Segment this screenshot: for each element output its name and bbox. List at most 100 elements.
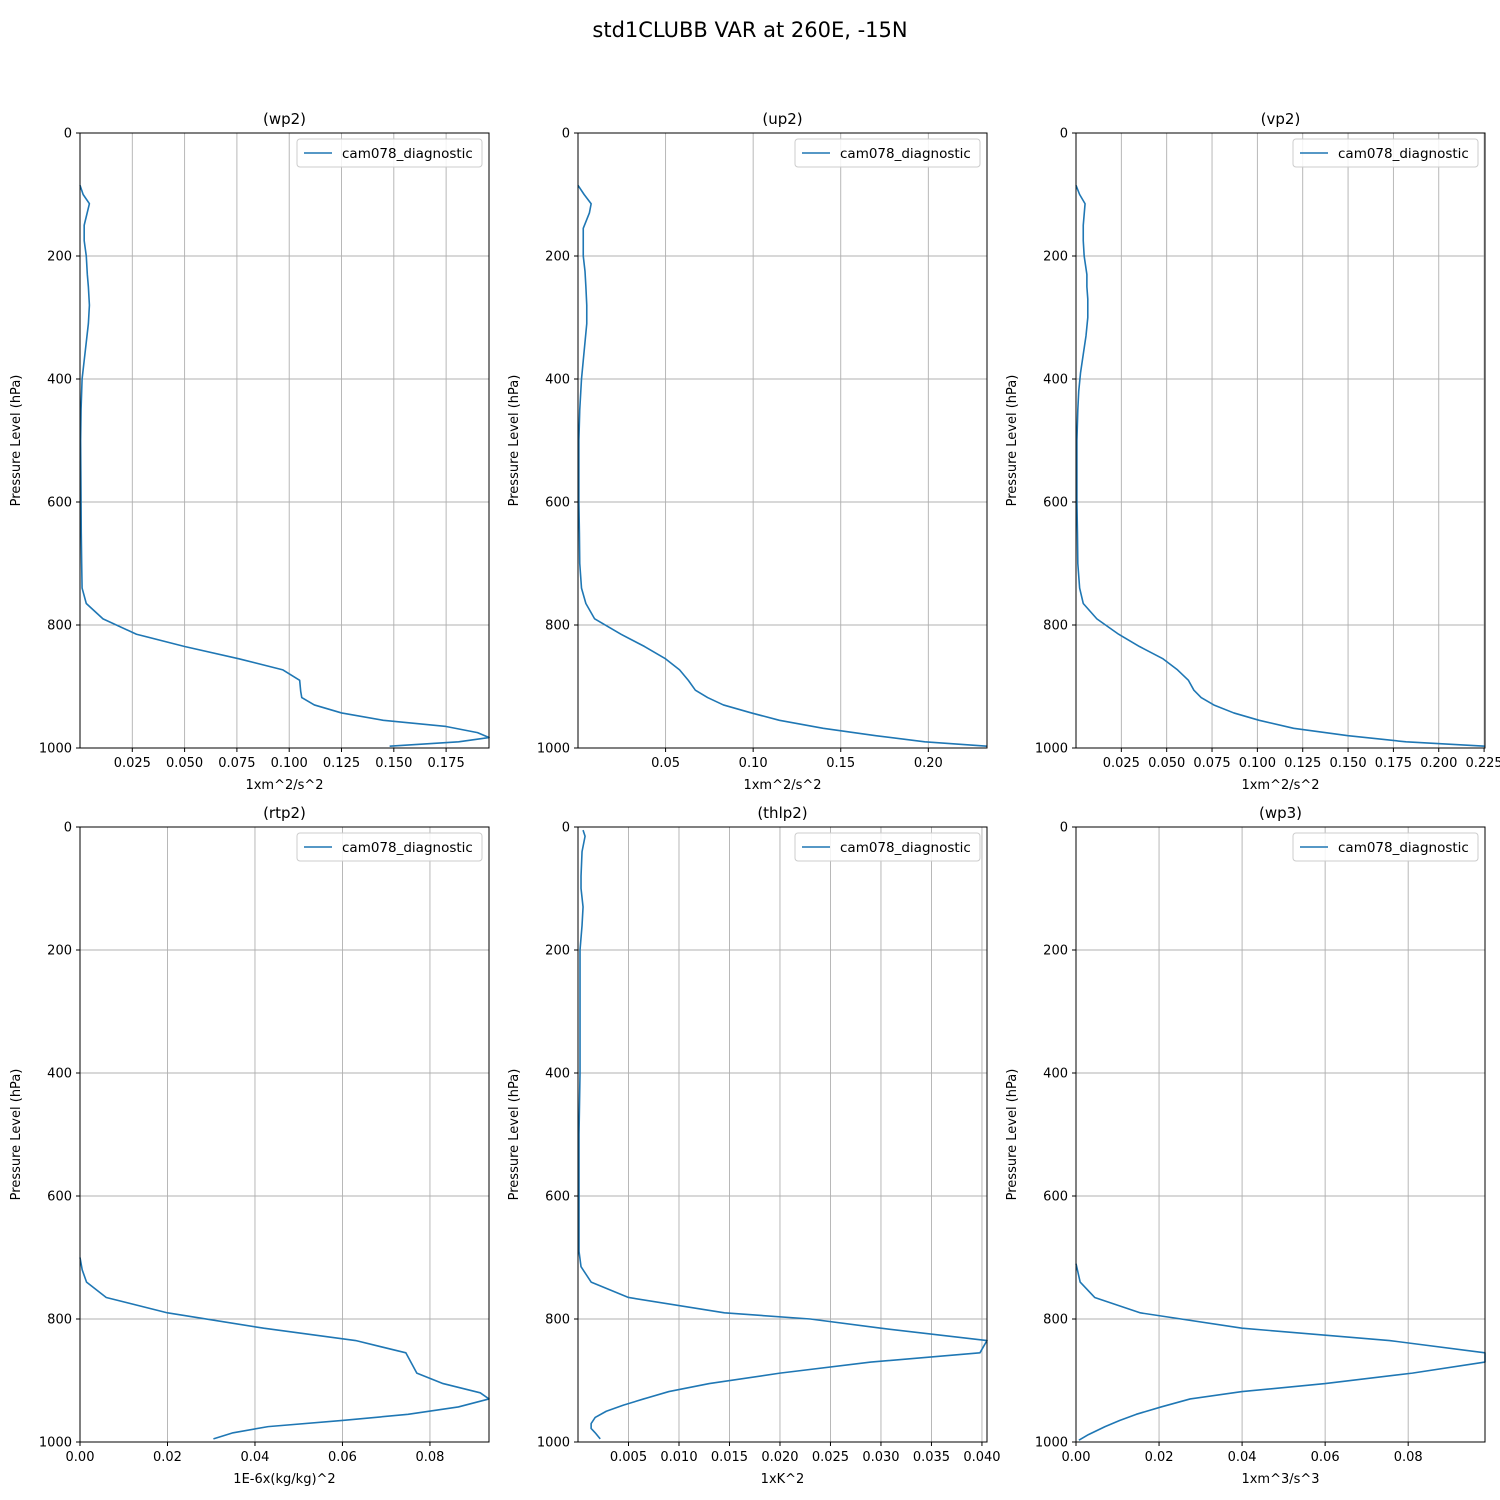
y-tick-label: 800 bbox=[47, 1313, 72, 1328]
legend-box bbox=[1292, 832, 1479, 862]
x-tick-label: 0.125 bbox=[1284, 756, 1321, 771]
y-axis-label: Pressure Level (hPa) bbox=[507, 1069, 522, 1201]
x-tick-label: 0.08 bbox=[1394, 1450, 1423, 1465]
x-tick-label: 0.025 bbox=[114, 756, 151, 771]
y-tick-label: 200 bbox=[545, 250, 570, 265]
x-tick-label: 0.010 bbox=[660, 1450, 697, 1465]
x-axis-label: 1xm^3/s^3 bbox=[1241, 1472, 1319, 1487]
y-tick-label: 600 bbox=[545, 1190, 570, 1205]
series-line bbox=[79, 185, 490, 747]
legend-box bbox=[1292, 138, 1479, 168]
legend: cam078_diagnostic bbox=[794, 832, 981, 862]
chart-panel: 0.025 0.050 0.075 0.100 0.125 0.150 0.175 0.200… bbox=[1005, 110, 1500, 793]
x-tick-label: 0.200 bbox=[1420, 756, 1457, 771]
legend: cam078_diagnostic bbox=[1292, 138, 1479, 168]
x-tick-label: 0.04 bbox=[1228, 1450, 1257, 1465]
x-tick-label: 0.150 bbox=[375, 756, 412, 771]
x-axis-label: 1E-6x(kg/kg)^2 bbox=[233, 1472, 335, 1487]
grid-lines bbox=[80, 133, 489, 748]
x-tick-label: 0.150 bbox=[1329, 756, 1366, 771]
x-tick-label: 0.02 bbox=[153, 1450, 182, 1465]
x-tick-label: 0.050 bbox=[166, 756, 203, 771]
x-tick-label: 0.025 bbox=[1103, 756, 1140, 771]
plot-frame bbox=[577, 132, 988, 749]
plot-frame bbox=[1075, 132, 1486, 749]
x-tick-label: 0.015 bbox=[711, 1450, 748, 1465]
y-axis-label: Pressure Level (hPa) bbox=[9, 1069, 24, 1201]
chart-panel: 0.005 0.010 0.015 0.020 0.025 0.030 0.035 0.040… bbox=[507, 804, 1001, 1487]
x-tick-label: 0.04 bbox=[240, 1450, 269, 1465]
x-tick-label: 0.075 bbox=[1193, 756, 1230, 771]
legend-label: cam078_diagnostic bbox=[1338, 146, 1469, 162]
y-axis-label: Pressure Level (hPa) bbox=[9, 375, 24, 507]
chart-panel: 0.025 0.050 0.075 0.100 0.125 0.150 0.175 0 200 4… bbox=[9, 110, 490, 793]
x-tick-label: 0.175 bbox=[428, 756, 465, 771]
x-tick-label: 0.20 bbox=[914, 756, 943, 771]
y-axis-label: Pressure Level (hPa) bbox=[1005, 375, 1020, 507]
y-tick-label: 400 bbox=[545, 1067, 570, 1082]
series-line bbox=[577, 184, 988, 747]
y-tick-label: 0 bbox=[1060, 127, 1068, 142]
x-tick-label: 0.15 bbox=[826, 756, 855, 771]
y-tick-label: 600 bbox=[1043, 1190, 1068, 1205]
series-line bbox=[1075, 1263, 1486, 1441]
x-tick-label: 0.005 bbox=[610, 1450, 647, 1465]
y-tick-label: 1000 bbox=[39, 742, 72, 757]
y-tick-label: 0 bbox=[64, 127, 72, 142]
x-tick-label: 0.00 bbox=[66, 1450, 95, 1465]
y-axis-label: Pressure Level (hPa) bbox=[507, 375, 522, 507]
legend-box bbox=[794, 138, 981, 168]
chart-panel: 0.05 0.10 0.15 0.20 0 200 400 600 800 1000 (up2) 1x… bbox=[507, 110, 988, 793]
y-tick-label: 0 bbox=[64, 821, 72, 836]
panels-container: 0.025 0.050 0.075 0.100 0.125 0.150 0.17502004… bbox=[9, 110, 1500, 1487]
x-tick-label: 0.08 bbox=[415, 1450, 444, 1465]
y-tick-label: 800 bbox=[1043, 1313, 1068, 1328]
y-tick-label: 1000 bbox=[537, 742, 570, 757]
y-tick-label: 800 bbox=[1043, 619, 1068, 634]
series-line bbox=[578, 829, 988, 1440]
x-tick-label: 0.035 bbox=[913, 1450, 950, 1465]
y-tick-label: 800 bbox=[545, 619, 570, 634]
y-tick-label: 600 bbox=[545, 496, 570, 511]
panel-title: (wp3) bbox=[1259, 804, 1302, 822]
x-axis-label: 1xm^2/s^2 bbox=[1241, 778, 1319, 793]
grid-lines bbox=[1076, 827, 1485, 1442]
x-tick-label: 0.125 bbox=[323, 756, 360, 771]
x-tick-label: 0.100 bbox=[1239, 756, 1276, 771]
legend-box bbox=[794, 832, 981, 862]
x-axis-label: 1xm^2/s^2 bbox=[245, 778, 323, 793]
x-tick-label: 0.075 bbox=[218, 756, 255, 771]
plot-frame bbox=[79, 826, 490, 1443]
panel-title: (vp2) bbox=[1261, 110, 1301, 128]
x-axis-label: 1xK^2 bbox=[761, 1472, 805, 1487]
x-tick-label: 0.100 bbox=[271, 756, 308, 771]
legend: cam078_diagnostic bbox=[794, 138, 981, 168]
panel-title: (thlp2) bbox=[757, 804, 807, 822]
grid-lines bbox=[1076, 133, 1485, 748]
y-tick-label: 1000 bbox=[1035, 742, 1068, 757]
x-tick-label: 0.175 bbox=[1375, 756, 1412, 771]
legend: cam078_diagnostic bbox=[296, 832, 483, 862]
legend-label: cam078_diagnostic bbox=[1338, 840, 1469, 856]
y-tick-label: 200 bbox=[545, 944, 570, 959]
y-tick-label: 200 bbox=[47, 250, 72, 265]
legend: cam078_diagnostic bbox=[296, 138, 483, 168]
x-tick-label: 0.00 bbox=[1062, 1450, 1091, 1465]
legend: cam078_diagnostic bbox=[1292, 832, 1479, 862]
plot-frame bbox=[1075, 826, 1486, 1443]
grid-lines bbox=[578, 827, 987, 1442]
x-tick-label: 0.06 bbox=[1311, 1450, 1340, 1465]
y-tick-label: 600 bbox=[47, 496, 72, 511]
x-tick-label: 0.225 bbox=[1465, 756, 1500, 771]
y-tick-label: 1000 bbox=[39, 1436, 72, 1451]
x-tick-label: 0.030 bbox=[862, 1450, 899, 1465]
y-tick-label: 200 bbox=[1043, 944, 1068, 959]
y-tick-label: 200 bbox=[1043, 250, 1068, 265]
y-tick-label: 0 bbox=[562, 821, 570, 836]
y-tick-label: 800 bbox=[47, 619, 72, 634]
legend-label: cam078_diagnostic bbox=[840, 146, 971, 162]
x-tick-label: 0.040 bbox=[963, 1450, 1000, 1465]
plot-frame bbox=[577, 826, 988, 1443]
y-tick-label: 400 bbox=[545, 373, 570, 388]
